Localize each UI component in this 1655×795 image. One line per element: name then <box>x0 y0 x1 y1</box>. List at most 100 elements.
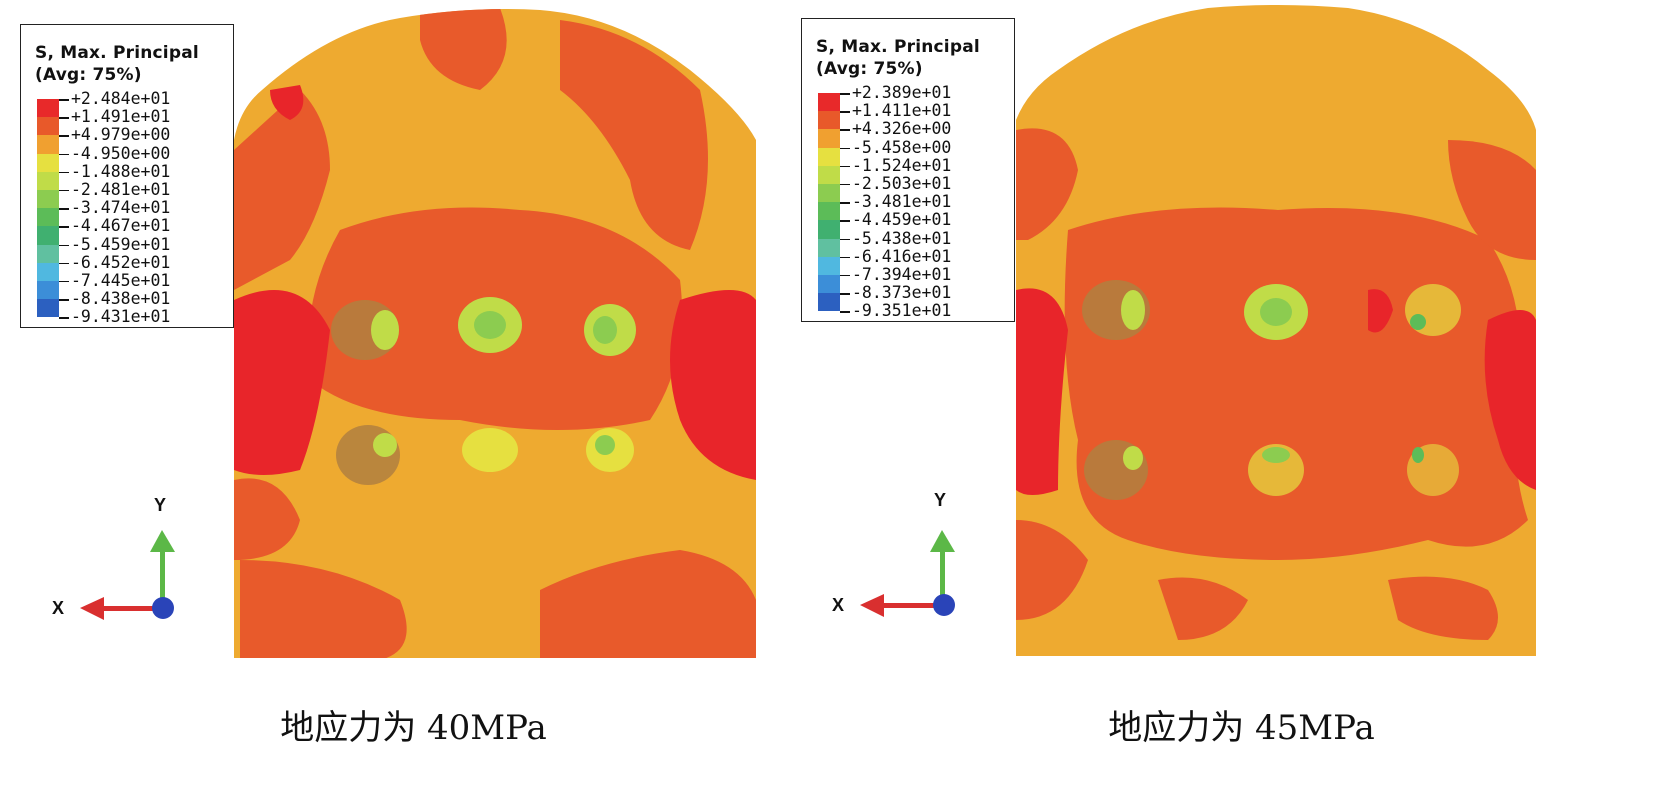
legend-swatch <box>818 238 840 257</box>
opening-region <box>474 311 506 339</box>
legend-swatch <box>818 256 840 275</box>
tension-band <box>234 478 300 560</box>
stress-contour-plot <box>860 5 1536 656</box>
tension-band <box>1016 520 1088 620</box>
legend-value: -3.481e+01 <box>852 192 952 212</box>
legend-value: -6.416e+01 <box>852 246 952 266</box>
legend-swatch <box>818 129 840 148</box>
legend-value: -2.481e+01 <box>71 179 171 199</box>
opening-region <box>1248 444 1304 496</box>
legend-tick <box>59 189 69 192</box>
opening-region <box>1412 447 1424 463</box>
opening-markers <box>331 297 636 485</box>
tension-band <box>1158 577 1248 640</box>
legend-value: -1.488e+01 <box>71 161 171 181</box>
legend-tick <box>840 165 850 168</box>
legend-swatch <box>37 99 59 118</box>
legend-swatch <box>818 202 840 221</box>
legend-tick <box>59 135 69 137</box>
x-axis-arrowhead <box>860 594 884 617</box>
y-axis-arrowhead <box>930 530 955 552</box>
legend-tick <box>59 208 69 210</box>
legend-value: -8.438e+01 <box>71 289 171 309</box>
legend-tick <box>840 274 850 277</box>
legend-value: -4.459e+01 <box>852 210 952 230</box>
peak-tension-region <box>270 85 304 120</box>
peak-tension-region <box>1484 310 1536 490</box>
opening-markers <box>1082 280 1461 500</box>
axis-triad <box>860 530 955 617</box>
legend-swatch <box>37 117 59 136</box>
legend-value: -7.445e+01 <box>71 270 171 290</box>
panel-caption: 地应力为 40MPa <box>280 708 547 748</box>
axis-origin <box>152 597 174 619</box>
legend-tick <box>840 311 850 313</box>
legend-swatch <box>37 262 59 281</box>
opening-region <box>462 428 518 472</box>
y-axis-label: Y <box>934 490 947 510</box>
legend-value: +2.484e+01 <box>71 89 171 108</box>
legend-value: -5.438e+01 <box>852 228 952 248</box>
x-axis-arrow <box>880 603 942 608</box>
tension-band <box>420 9 507 90</box>
peak-tension-region <box>1016 288 1068 495</box>
contour-panel-40mpa: Y X S, Max. Principal (Avg: 75%) +2.484e… <box>0 0 827 795</box>
tension-band <box>1064 207 1528 560</box>
legend-swatch <box>818 220 840 239</box>
legend-value: -4.950e+00 <box>71 143 171 163</box>
legend-value: -5.459e+01 <box>71 234 171 254</box>
stress-contour-plot <box>80 9 756 658</box>
legend-value: +4.326e+00 <box>852 119 952 139</box>
x-axis-label: X <box>52 598 65 618</box>
opening-region <box>373 433 397 457</box>
opening-region <box>1121 290 1145 330</box>
legend-swatch <box>37 135 59 154</box>
legend-swatch <box>37 171 59 190</box>
legend-value: +2.389e+01 <box>852 83 952 102</box>
legend-tick <box>840 147 850 150</box>
peak-tension-region <box>1368 289 1393 333</box>
opening-region <box>593 316 617 344</box>
opening-region <box>1262 447 1290 463</box>
legend-swatch <box>37 226 59 245</box>
axis-triad <box>80 530 175 620</box>
legend-tick <box>840 93 850 95</box>
legend-swatch <box>37 299 59 318</box>
legend-value: -3.474e+01 <box>71 198 171 218</box>
opening-region <box>1123 446 1143 470</box>
legend-value: -5.458e+00 <box>852 137 952 157</box>
legend-swatch <box>37 244 59 263</box>
legend-value: -1.524e+01 <box>852 155 952 175</box>
legend-value: +4.979e+00 <box>71 125 171 145</box>
legend-value: -6.452e+01 <box>71 252 171 272</box>
legend-tick <box>59 262 69 265</box>
legend-value: -9.351e+01 <box>852 301 952 321</box>
legend-value: -8.373e+01 <box>852 283 952 303</box>
legend-tick <box>59 244 69 246</box>
panel-caption: 地应力为 45MPa <box>1108 708 1375 748</box>
opening-region <box>595 435 615 455</box>
contour-panel-45mpa: Y X S, Max. Principal (Avg: 75%) +2.389e… <box>801 0 1655 795</box>
legend-swatch <box>818 183 840 203</box>
y-axis-label: Y <box>154 495 167 515</box>
tension-band <box>1388 576 1498 640</box>
legend-swatch <box>818 293 840 312</box>
opening-region <box>371 310 399 350</box>
legend-swatch <box>37 208 59 227</box>
legend-swatch <box>818 93 840 112</box>
legend-swatch <box>818 147 840 166</box>
y-axis-arrow <box>940 550 945 608</box>
legend-value: +1.491e+01 <box>71 107 171 127</box>
legend-tick <box>59 117 69 119</box>
legend-swatch <box>37 153 59 172</box>
legend-title: S, Max. Principal <box>816 37 980 57</box>
y-axis-arrow <box>160 550 165 608</box>
legend-swatch <box>37 280 59 300</box>
axis-origin <box>933 594 955 616</box>
legend-tick <box>840 111 850 113</box>
legend-swatch <box>818 111 840 130</box>
legend-value: +1.411e+01 <box>852 101 952 121</box>
legend-tick <box>840 129 850 131</box>
legend-tick <box>59 317 69 319</box>
x-axis-arrowhead <box>80 597 104 620</box>
